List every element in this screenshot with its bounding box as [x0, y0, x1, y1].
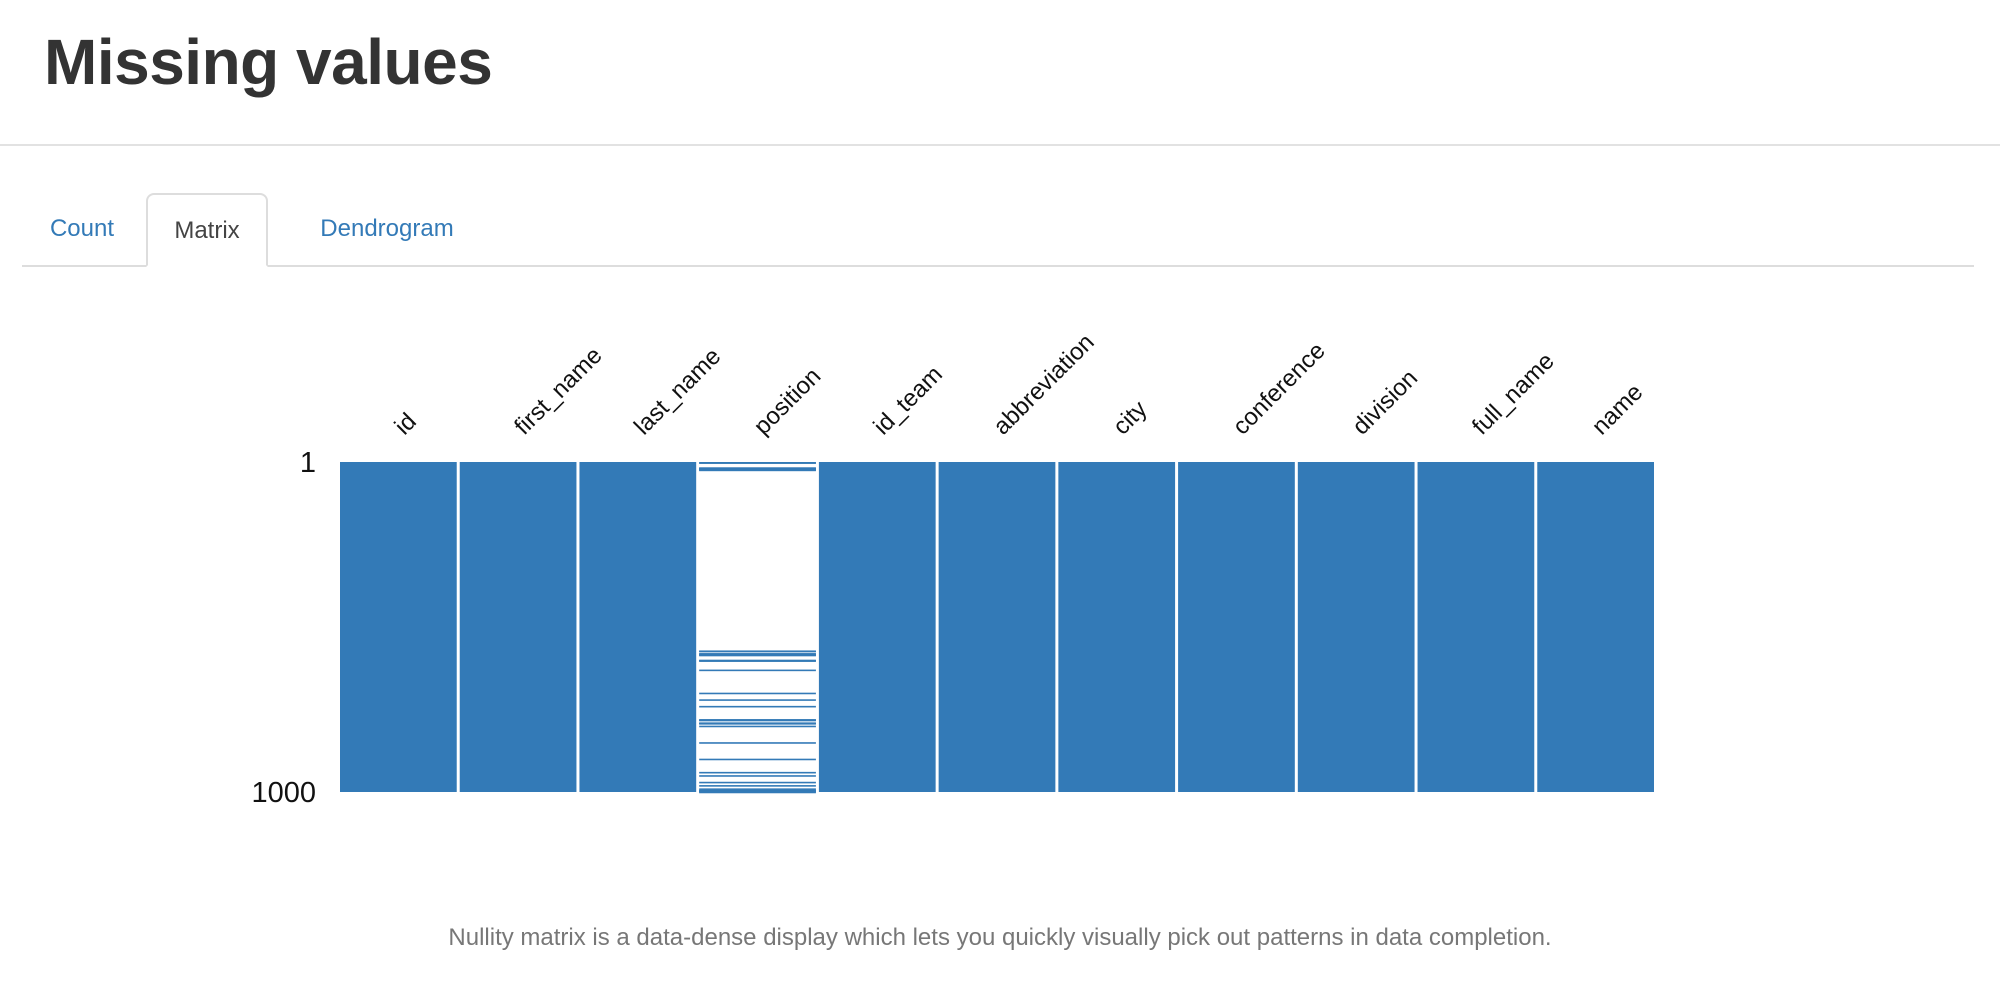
- matrix-bar-id_team: [818, 462, 936, 792]
- tab-count[interactable]: Count: [49, 215, 115, 242]
- y-tick-label-top: 1: [300, 447, 316, 479]
- matrix-cell-position-782: [699, 719, 816, 722]
- column-label-position: position: [749, 363, 827, 441]
- matrix-cell-position-1000: [699, 791, 816, 794]
- matrix-cell-position-630: [699, 669, 816, 672]
- chart-caption: Nullity matrix is a data-dense display w…: [448, 924, 1552, 951]
- tab-matrix[interactable]: Matrix: [146, 193, 268, 267]
- matrix-bar-first_name: [459, 462, 577, 792]
- title-divider: [0, 144, 2000, 146]
- column-label-conference: conference: [1228, 337, 1331, 440]
- matrix-cell-position-573: [699, 650, 816, 653]
- column-label-last_name: last_name: [629, 343, 726, 440]
- column-label-full_name: full_name: [1467, 348, 1560, 441]
- matrix-bar-conference: [1178, 462, 1295, 792]
- matrix-cell-position-602: [699, 660, 816, 662]
- y-tick-label-bottom: 1000: [251, 777, 316, 809]
- matrix-cell-position-970: [699, 781, 816, 784]
- matrix-cell-position-581: [699, 653, 816, 655]
- matrix-cell-position-2: [699, 462, 816, 464]
- column-label-name: name: [1587, 379, 1649, 441]
- matrix-cell-position-585: [699, 654, 816, 657]
- matrix-cell-position-792: [699, 723, 816, 725]
- matrix-cell-position-980: [699, 785, 816, 787]
- column-label-first_name: first_name: [509, 342, 607, 440]
- tab-bar: Count Matrix Dendrogram: [22, 193, 1974, 267]
- matrix-cell-position-940: [699, 771, 816, 774]
- matrix-cell-position-850: [699, 742, 816, 744]
- matrix-cell-position-950: [699, 775, 816, 777]
- column-label-abbreviation: abbreviation: [988, 329, 1100, 441]
- matrix-cell-position-800: [699, 725, 816, 728]
- matrix-bar-name: [1537, 462, 1654, 792]
- matrix-cell-position-700: [699, 692, 816, 695]
- column-label-id: id: [390, 408, 422, 440]
- matrix-bar-city: [1058, 462, 1176, 792]
- matrix-bar-id: [340, 462, 457, 792]
- matrix-bar-full_name: [1417, 462, 1535, 792]
- matrix-bar-division: [1297, 462, 1415, 792]
- page-title: Missing values: [44, 26, 493, 98]
- matrix-cell-position-990: [699, 788, 816, 790]
- column-label-city: city: [1108, 396, 1153, 441]
- matrix-bar-abbreviation: [938, 462, 1056, 792]
- tab-dendrogram[interactable]: Dendrogram: [320, 215, 454, 242]
- matrix-bar-last_name: [579, 462, 697, 792]
- column-label-id_team: id_team: [868, 361, 947, 440]
- matrix-cell-position-720: [699, 699, 816, 701]
- column-label-division: division: [1347, 365, 1423, 441]
- matrix-cell-position-24: [699, 469, 816, 472]
- matrix-column-position: [699, 462, 816, 792]
- matrix-cell-position-900: [699, 758, 816, 761]
- matrix-cell-position-740: [699, 705, 816, 708]
